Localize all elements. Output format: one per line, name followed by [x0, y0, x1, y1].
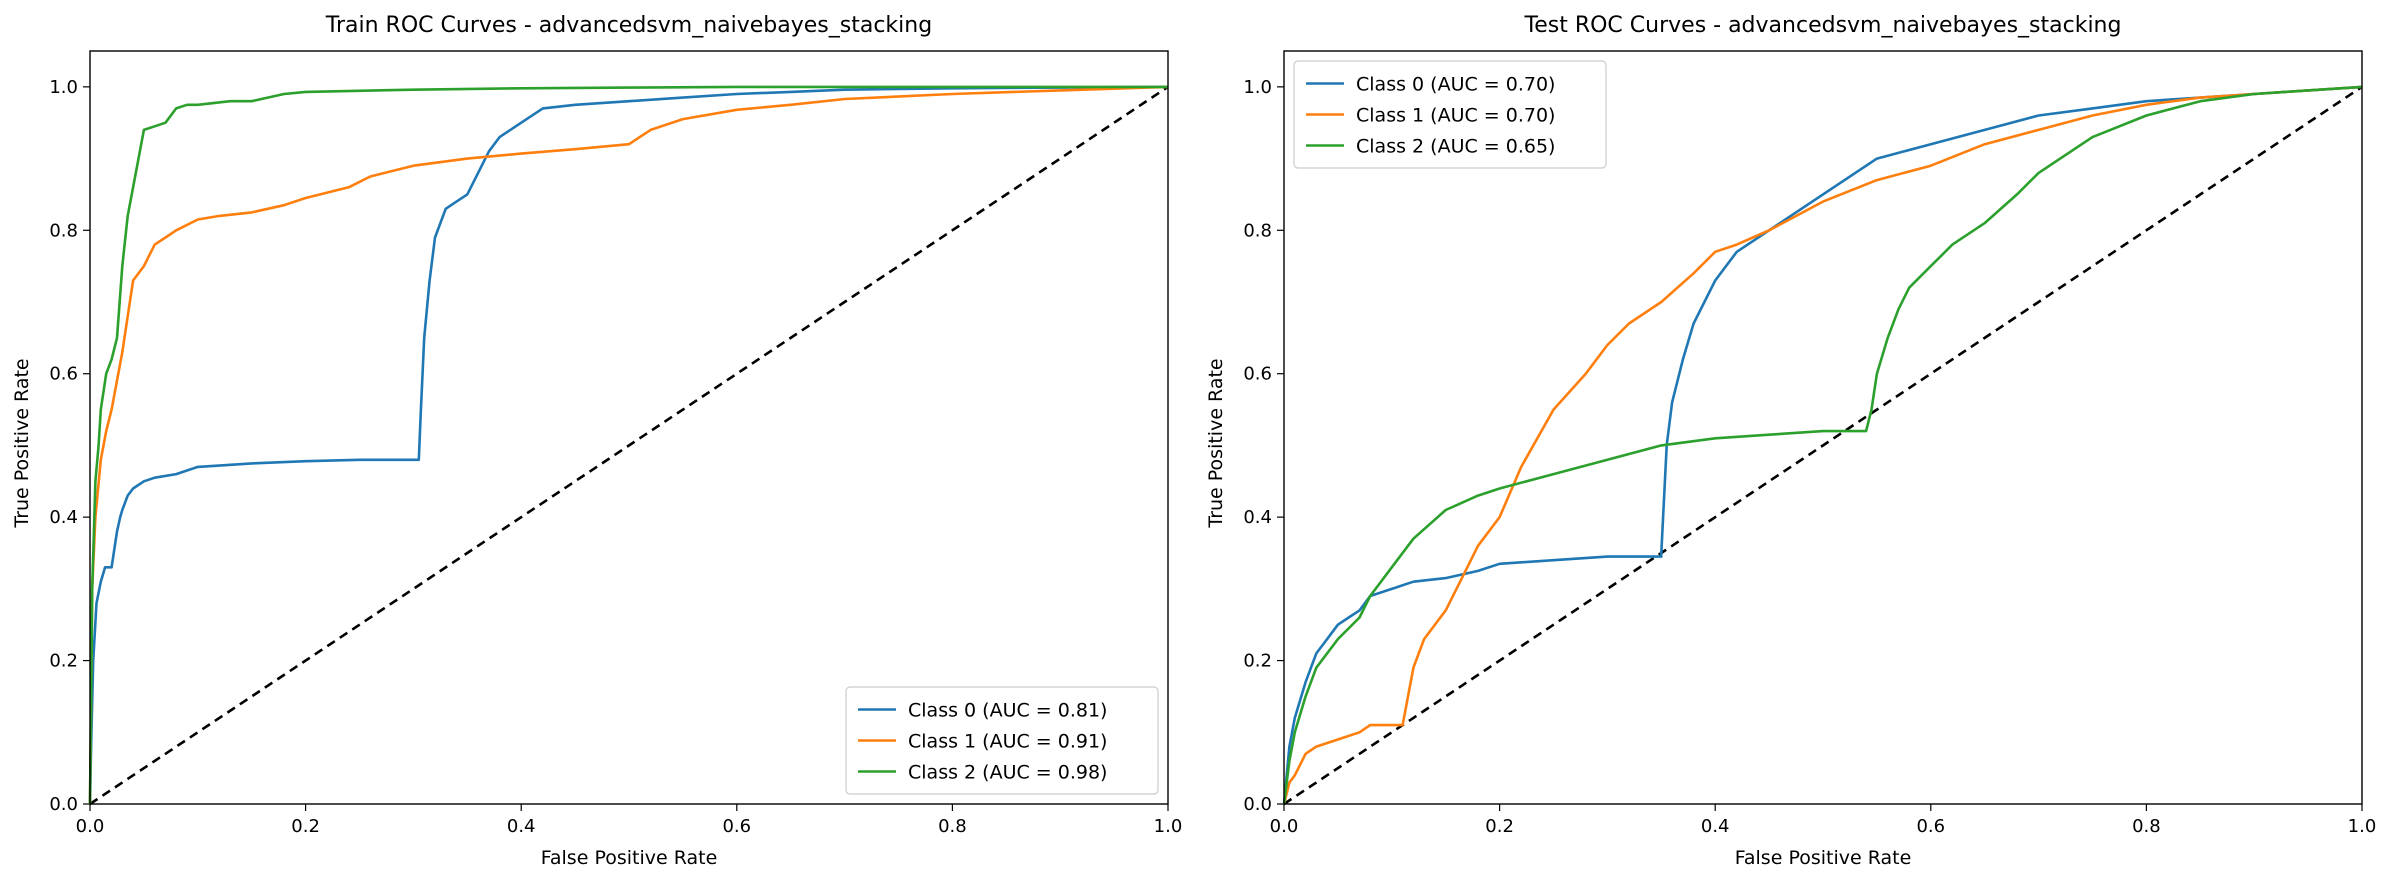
- test-y-axis-label: True Positive Rate: [1205, 358, 1227, 528]
- train-chart-title: Train ROC Curves - advancedsvm_naivebaye…: [325, 13, 932, 38]
- train-x-tick-label: 0.8: [938, 816, 967, 837]
- test-plot-frame: [1283, 50, 2363, 805]
- train-plot-frame: [89, 50, 1169, 805]
- test-y-tick-label: 0.4: [1243, 507, 1272, 528]
- train-x-tick-label: 0.6: [722, 816, 751, 837]
- train-random-classifier-line: [89, 85, 1169, 806]
- test-curves: [1282, 85, 2363, 805]
- train-y-tick-label: 0.0: [49, 794, 78, 815]
- train-y-tick-label: 0.2: [49, 651, 78, 672]
- train-legend-label-class-1: Class 1 (AUC = 0.91): [908, 731, 1107, 753]
- train-y-tick-label: 1.0: [49, 77, 78, 98]
- test-x-tick-label: 0.0: [1270, 816, 1299, 837]
- test-diagonal: [1283, 85, 2363, 806]
- test-random-classifier-line: [1283, 85, 2363, 806]
- test-legend-label-class-0: Class 0 (AUC = 0.70): [1356, 74, 1555, 96]
- test-y-tick-label: 0.2: [1243, 651, 1272, 672]
- train-x-tick-label: 0.0: [76, 816, 105, 837]
- test-roc-curve-class-1: [1282, 85, 2363, 805]
- train-legend: Class 0 (AUC = 0.81) Class 1 (AUC = 0.91)…: [845, 686, 1159, 795]
- train-x-tick-label: 0.2: [291, 816, 320, 837]
- test-roc-panel: Test ROC Curves - advancedsvm_naivebayes…: [1205, 13, 2376, 869]
- test-roc-curve-class-2: [1282, 85, 2363, 805]
- train-y-axis-label: True Positive Rate: [11, 358, 33, 528]
- test-legend-box: [1293, 60, 1607, 169]
- train-roc-curve-class-2: [88, 85, 1168, 805]
- train-y-tick-label: 0.8: [49, 220, 78, 241]
- train-roc-curve-class-0: [88, 85, 1169, 805]
- test-x-tick-label: 0.6: [1916, 816, 1945, 837]
- test-y-tick-label: 1.0: [1243, 77, 1272, 98]
- train-curves: [88, 85, 1169, 805]
- train-legend-label-class-0: Class 0 (AUC = 0.81): [908, 700, 1107, 722]
- train-roc-panel: Train ROC Curves - advancedsvm_naivebaye…: [11, 13, 1182, 869]
- train-ticks: 0.0 0.2 0.4 0.6 0.8 1.0 0.0 0.2 0.4 0.6 0.8 1.0: [49, 77, 1182, 837]
- test-x-tick-label: 0.2: [1485, 816, 1514, 837]
- train-x-tick-label: 0.4: [507, 816, 536, 837]
- train-roc-curve-class-1: [88, 85, 1169, 805]
- test-x-tick-label: 0.8: [2132, 816, 2161, 837]
- test-y-tick-label: 0.6: [1243, 364, 1272, 385]
- train-legend-label-class-2: Class 2 (AUC = 0.98): [908, 762, 1107, 784]
- test-x-tick-label: 0.4: [1701, 816, 1730, 837]
- test-legend: Class 0 (AUC = 0.70) Class 1 (AUC = 0.70)…: [1293, 60, 1607, 169]
- test-legend-label-class-2: Class 2 (AUC = 0.65): [1356, 136, 1555, 158]
- test-x-axis-label: False Positive Rate: [1735, 847, 1912, 869]
- test-chart-title: Test ROC Curves - advancedsvm_naivebayes…: [1524, 13, 2122, 38]
- train-diagonal: [89, 85, 1169, 806]
- train-y-tick-label: 0.4: [49, 507, 78, 528]
- test-ticks: 0.0 0.2 0.4 0.6 0.8 1.0 0.0 0.2 0.4 0.6 0.8 1.0: [1243, 77, 2376, 837]
- train-y-tick-label: 0.6: [49, 364, 78, 385]
- test-roc-curve-class-0: [1282, 85, 2363, 805]
- test-y-tick-label: 0.8: [1243, 220, 1272, 241]
- train-legend-box: [845, 686, 1159, 795]
- train-x-axis-label: False Positive Rate: [541, 847, 718, 869]
- train-x-tick-label: 1.0: [1154, 816, 1183, 837]
- test-x-tick-label: 1.0: [2348, 816, 2377, 837]
- test-legend-label-class-1: Class 1 (AUC = 0.70): [1356, 105, 1555, 127]
- test-y-tick-label: 0.0: [1243, 794, 1272, 815]
